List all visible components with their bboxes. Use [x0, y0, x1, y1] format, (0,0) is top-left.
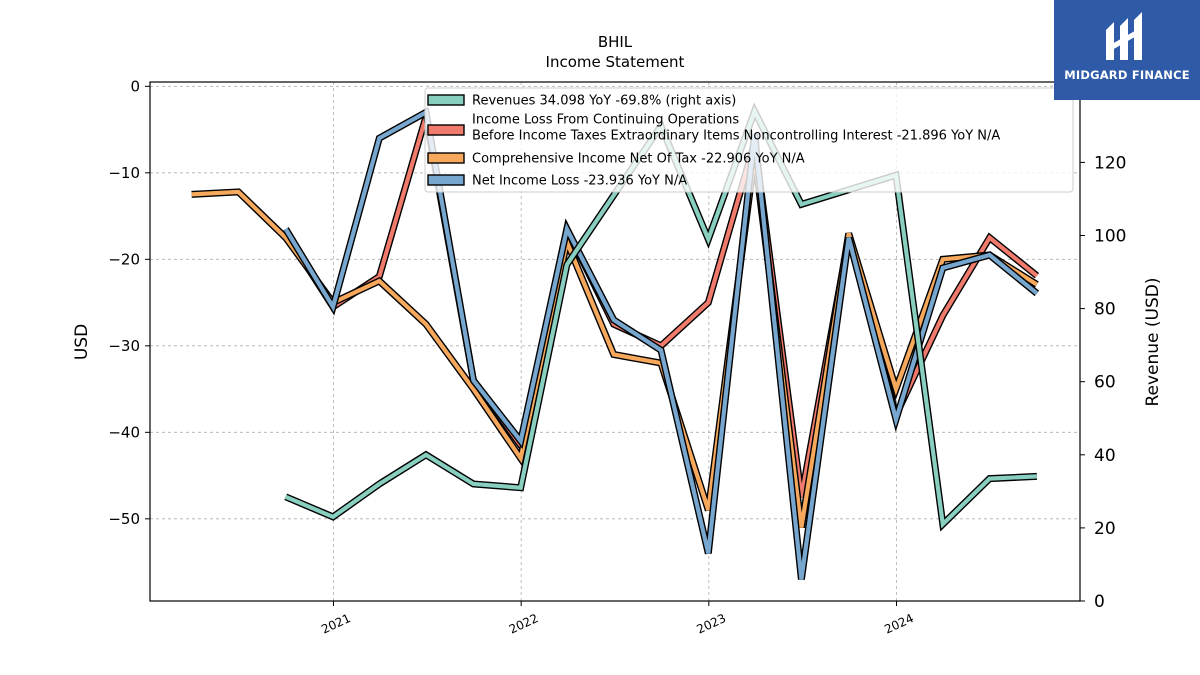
- y-right-tick-label: 60: [1094, 373, 1116, 393]
- midgard-logo-icon: [1106, 12, 1142, 60]
- legend-swatch: [427, 124, 465, 136]
- y-tick-label: −20: [108, 250, 140, 268]
- series-lines: [191, 102, 1040, 580]
- series-line-income-loss-from-continuing-operations-b: [283, 116, 1039, 498]
- y-right-tick-label: 0: [1094, 592, 1105, 612]
- legend-box: [424, 87, 1074, 193]
- y-right-tick-label: 80: [1094, 300, 1116, 320]
- y-tick-label: −50: [108, 510, 140, 528]
- y-axis-right-label: Revenue (USD): [1143, 277, 1163, 406]
- x-tick-label: 2024: [882, 611, 916, 637]
- y-tick-label: 0: [130, 77, 140, 95]
- x-tick-label: 2022: [507, 611, 541, 637]
- legend-label: Income Loss From Continuing Operations Be…: [472, 113, 1000, 144]
- chart-title: BHIL: [598, 33, 633, 51]
- series-line-net-income-loss: [283, 109, 1039, 580]
- y-right-tick-label: 100: [1094, 227, 1126, 247]
- y-right-tick-label: 120: [1094, 153, 1126, 173]
- legend-label: Comprehensive Income Net Of Tax -22.906 …: [472, 152, 805, 167]
- brand-logo: MIDGARD FINANCE: [1054, 0, 1200, 100]
- legend-swatch: [427, 174, 465, 186]
- x-tick-label: 2023: [694, 611, 728, 637]
- series-outline-comprehensive-income-net-of-tax: [191, 155, 1039, 529]
- y-axis-label: USD: [72, 324, 92, 360]
- chart-subtitle: Income Statement: [546, 53, 685, 71]
- legend-swatch: [427, 152, 465, 164]
- y-tick-label: −40: [108, 423, 140, 441]
- legend-label: Net Income Loss -23.936 YoY N/A: [472, 174, 687, 189]
- y-tick-label: −30: [108, 337, 140, 355]
- plot-frame: [149, 81, 1081, 602]
- y-right-tick-label: 40: [1094, 446, 1116, 466]
- y-right-tick-label: 20: [1094, 519, 1116, 539]
- legend: Revenues 34.098 YoY -69.8% (right axis) I…: [424, 87, 1074, 193]
- legend-label: Revenues 34.098 YoY -69.8% (right axis): [472, 94, 736, 109]
- brand-name: MIDGARD FINANCE: [1064, 68, 1190, 82]
- x-tick-label: 2021: [319, 611, 353, 637]
- legend-swatch: [427, 94, 465, 106]
- y-tick-label: −10: [108, 164, 140, 182]
